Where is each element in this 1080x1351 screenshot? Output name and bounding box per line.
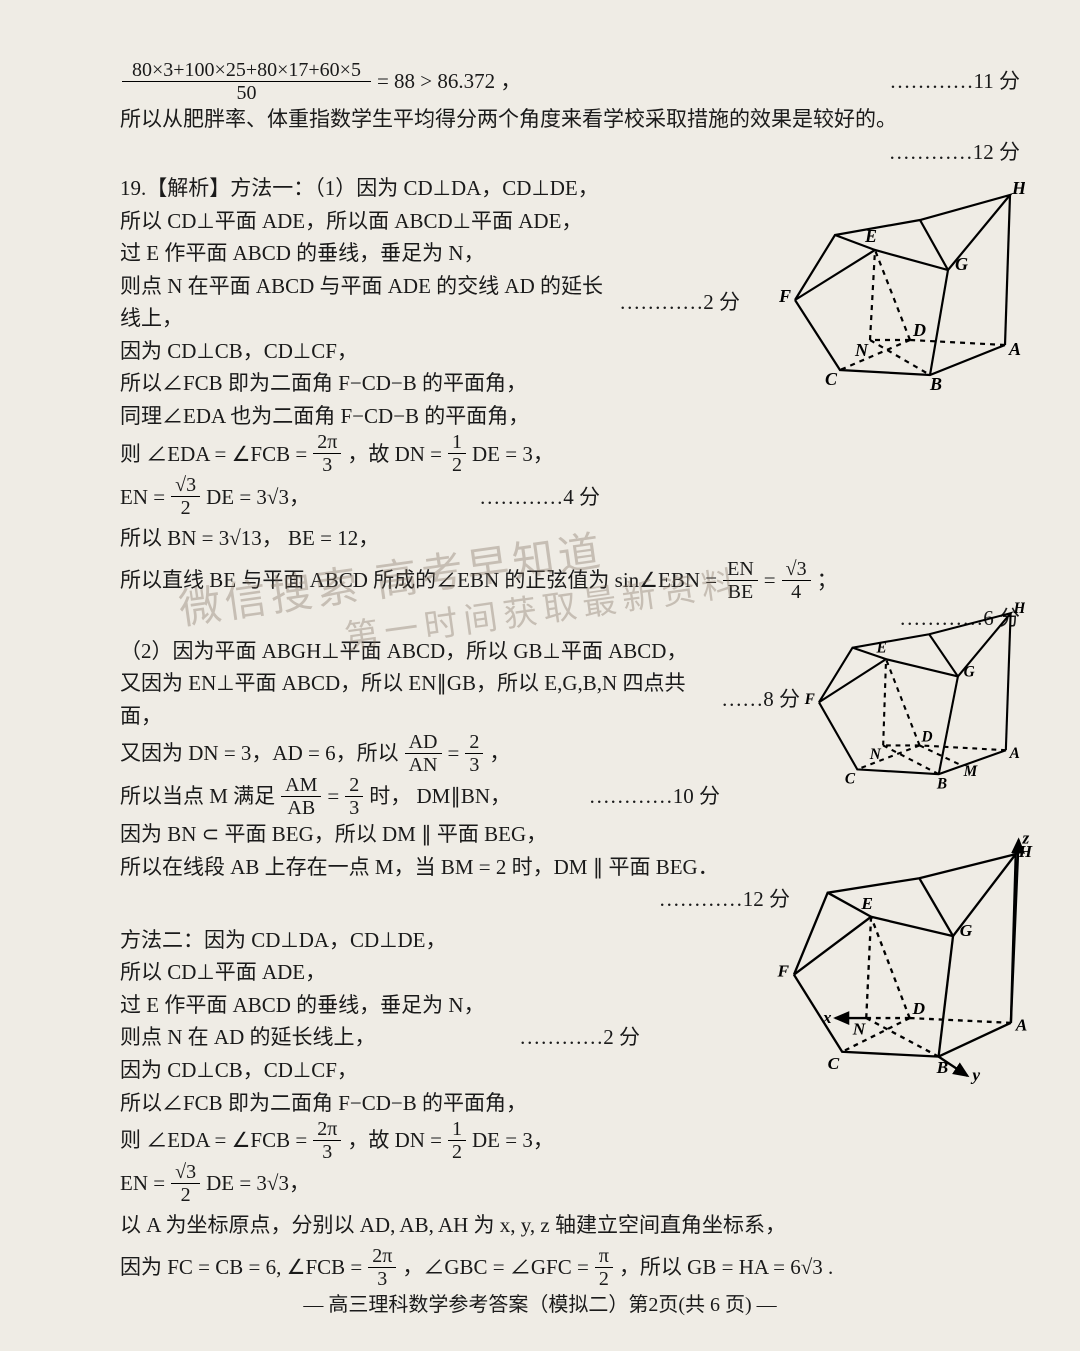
- score-row-12a: …………12 分: [120, 136, 1020, 169]
- q19-l4: 则点 N 在平面 ABCD 与平面 ADE 的交线 AD 的延长线上，: [120, 270, 619, 335]
- svg-text:D: D: [912, 320, 926, 340]
- svg-text:N: N: [854, 340, 869, 360]
- svg-text:G: G: [964, 663, 975, 680]
- q19-l9-row: EN = √3 2 DE = 3√3， …………4 分: [120, 475, 1020, 518]
- score-12a: …………12 分: [889, 136, 1020, 169]
- m2-l7: 则 ∠EDA = ∠FCB = 2π3 ，故 DN = 12 DE = 3，: [120, 1119, 1020, 1162]
- q19-l8-pre: 则 ∠EDA = ∠FCB =: [120, 438, 307, 471]
- q19-l11-post: ；: [817, 564, 838, 597]
- score-11: …………11 分: [890, 65, 1020, 98]
- q19-l9-frac: √3 2: [171, 475, 200, 518]
- svg-text:N: N: [869, 746, 882, 763]
- figure-2: H G E F A B C D N M: [795, 600, 1025, 795]
- svg-text:F: F: [804, 691, 815, 708]
- svg-text:B: B: [936, 776, 947, 793]
- svg-text:E: E: [864, 226, 877, 246]
- svg-text:E: E: [875, 639, 886, 656]
- m2-l10: 因为 FC = CB = 6, ∠FCB = 2π3 ，∠GBC = ∠GFC …: [120, 1246, 1020, 1289]
- m2-l8: EN = √32 DE = 3√3，: [120, 1162, 1020, 1205]
- q19-l9-post: DE = 3√3，: [206, 481, 310, 514]
- m2-l4: 则点 N 在 AD 的延长线上，: [120, 1021, 519, 1054]
- top-after: = 88 > 86.372 ，: [377, 65, 521, 98]
- svg-text:M: M: [963, 763, 979, 780]
- score-8: ……8 分: [721, 683, 800, 716]
- q19-l11: 所以直线 BE 与平面 ABCD 所成的∠EBN 的正弦值为 sin∠EBN =…: [120, 559, 1020, 602]
- score-10: …………10 分: [589, 780, 720, 813]
- svg-text:y: y: [970, 1066, 980, 1085]
- q19-l8: 则 ∠EDA = ∠FCB = 2π 3 ，故 DN = 1 2 DE = 3，: [120, 432, 1020, 475]
- svg-text:F: F: [778, 286, 791, 306]
- svg-text:C: C: [845, 771, 856, 788]
- p2-l2: 又因为 EN⊥平面 ABCD，所以 EN∥GB，所以 E,G,B,N 四点共面，: [120, 667, 721, 732]
- svg-text:A: A: [1015, 1016, 1028, 1035]
- svg-text:C: C: [828, 1054, 840, 1073]
- svg-text:H: H: [1011, 180, 1025, 198]
- q19-l7: 同理∠EDA 也为二面角 F−CD−B 的平面角，: [120, 400, 1020, 433]
- q19-l8-frac2: 1 2: [448, 432, 466, 475]
- top-fraction: 80×3+100×25+80×17+60×5 50: [122, 60, 371, 103]
- svg-text:G: G: [960, 921, 973, 940]
- q19-l11-pre: 所以直线 BE 与平面 ABCD 所成的∠EBN 的正弦值为 sin∠EBN =: [120, 564, 717, 597]
- q19-l8-post: DE = 3，: [472, 438, 554, 471]
- svg-text:F: F: [777, 962, 790, 981]
- svg-text:C: C: [825, 369, 838, 389]
- svg-text:B: B: [936, 1058, 949, 1077]
- svg-text:D: D: [912, 999, 926, 1018]
- score-4: …………4 分: [479, 481, 600, 514]
- q19-l11-frac2: √3 4: [782, 559, 811, 602]
- svg-text:G: G: [955, 254, 968, 274]
- page-footer: — 高三理科数学参考答案（模拟二）第2页(共 6 页) —: [0, 1290, 1080, 1321]
- svg-text:N: N: [852, 1019, 867, 1038]
- top-frac-den: 50: [226, 82, 266, 103]
- figure-3: H G E F A B C D N z y x: [755, 830, 1045, 1100]
- q19-l10: 所以 BN = 3√13， BE = 12，: [120, 522, 1020, 555]
- top-frac-num: 80×3+100×25+80×17+60×5: [122, 60, 371, 82]
- q19-l8-frac1: 2π 3: [313, 432, 341, 475]
- svg-text:E: E: [860, 894, 873, 913]
- svg-text:A: A: [1009, 745, 1020, 762]
- q19-l11-eq: =: [764, 564, 776, 597]
- q19-l9-pre: EN =: [120, 481, 165, 514]
- score-2b: …………2 分: [519, 1021, 640, 1054]
- svg-text:H: H: [1013, 600, 1026, 617]
- q19-l11-frac1: EN BE: [723, 559, 758, 602]
- figure-1: H G E F A B C D N: [765, 180, 1025, 390]
- svg-text:B: B: [929, 374, 942, 390]
- score-2: …………2 分: [619, 286, 740, 319]
- svg-text:A: A: [1008, 339, 1021, 359]
- svg-text:D: D: [921, 729, 933, 746]
- page: 80×3+100×25+80×17+60×5 50 = 88 > 86.372 …: [0, 0, 1080, 1351]
- svg-text:z: z: [1021, 830, 1029, 848]
- top-line2: 所以从肥胖率、体重指数学生平均得分两个角度来看学校采取措施的效果是较好的。: [120, 103, 1020, 136]
- svg-text:x: x: [822, 1008, 832, 1027]
- m2-l9: 以 A 为坐标原点，分别以 AD, AB, AH 为 x, y, z 轴建立空间…: [120, 1209, 1020, 1242]
- q19-l8-mid: ，故 DN =: [347, 438, 442, 471]
- line-fraction-top: 80×3+100×25+80×17+60×5 50 = 88 > 86.372 …: [120, 60, 1020, 103]
